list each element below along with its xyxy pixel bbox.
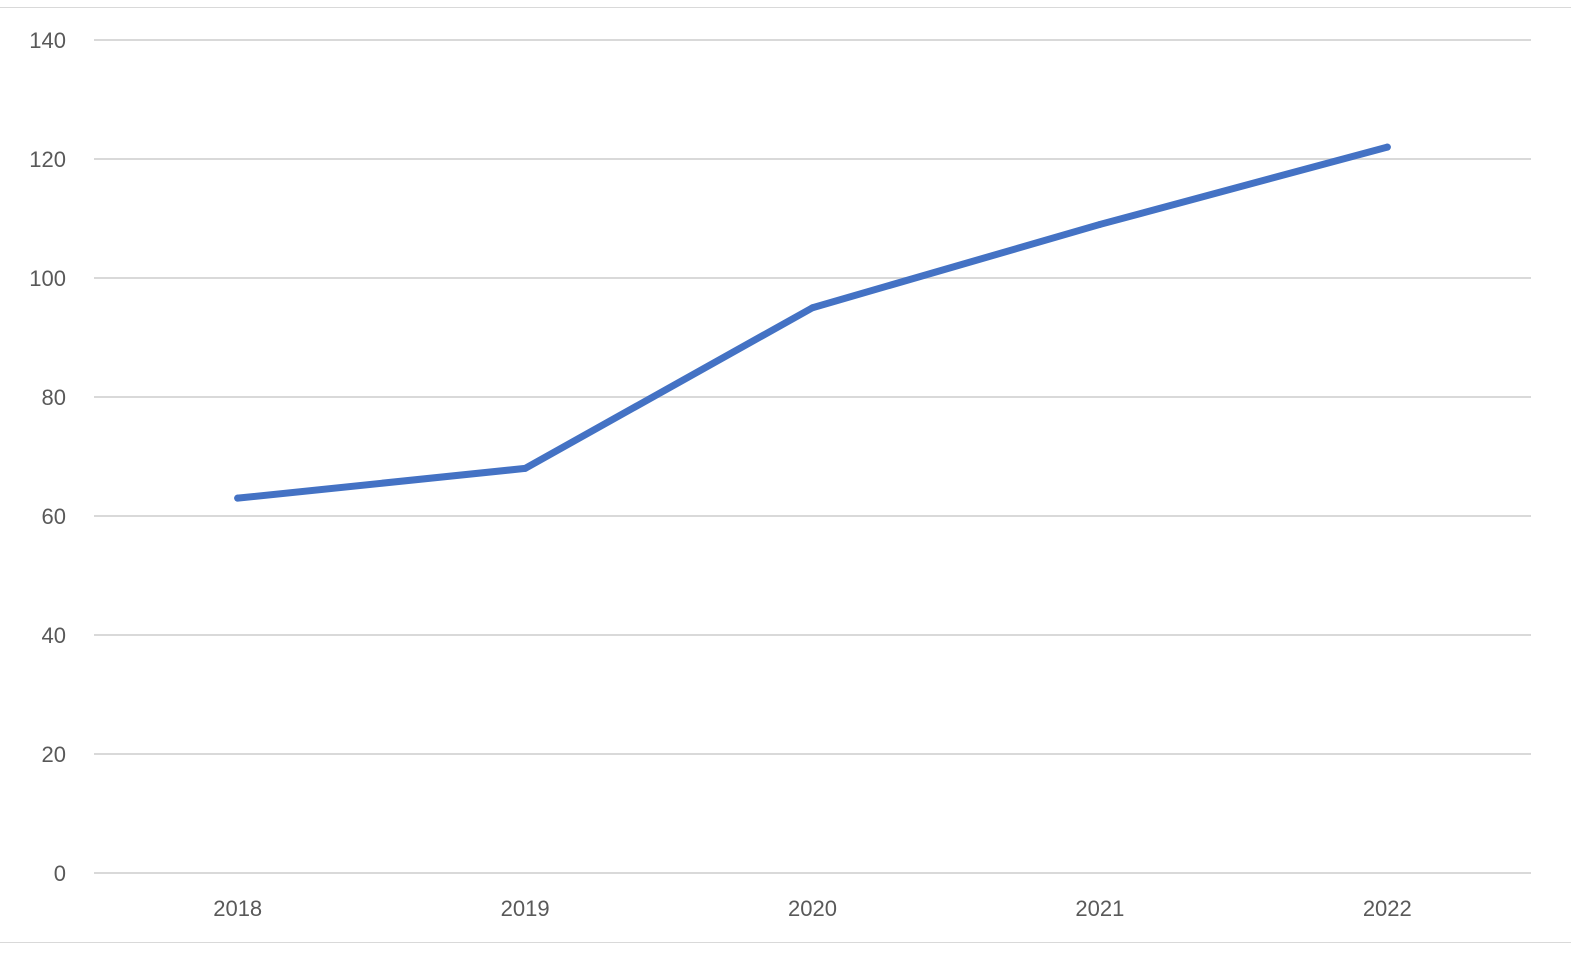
y-tick-label: 140 xyxy=(29,28,66,53)
data-point xyxy=(809,304,816,312)
y-tick-label: 20 xyxy=(42,742,66,767)
y-tick-label: 80 xyxy=(42,385,66,410)
y-tick-label: 120 xyxy=(29,147,66,172)
data-point xyxy=(521,464,529,472)
y-tick-label: 100 xyxy=(29,266,66,291)
x-tick-label: 2018 xyxy=(213,896,262,921)
gridlines xyxy=(94,39,1531,874)
x-tick-label: 2020 xyxy=(788,896,837,921)
data-point xyxy=(1383,143,1391,151)
x-tick-label: 2021 xyxy=(1075,896,1124,921)
y-tick-label: 60 xyxy=(42,504,66,529)
y-tick-label: 0 xyxy=(54,861,66,886)
x-axis-tick-labels: 2018 2019 2020 2021 2022 xyxy=(213,896,1412,921)
series-lines xyxy=(234,143,1391,502)
top-border xyxy=(0,7,1571,8)
bottom-border xyxy=(0,942,1571,943)
y-tick-label: 40 xyxy=(42,623,66,648)
series-line xyxy=(234,143,1391,502)
x-tick-label: 2019 xyxy=(501,896,550,921)
data-point xyxy=(234,494,242,502)
data-point xyxy=(1096,220,1104,228)
x-tick-label: 2022 xyxy=(1363,896,1412,921)
y-axis-tick-labels: 0 20 40 60 80 100 120 140 xyxy=(29,28,66,886)
